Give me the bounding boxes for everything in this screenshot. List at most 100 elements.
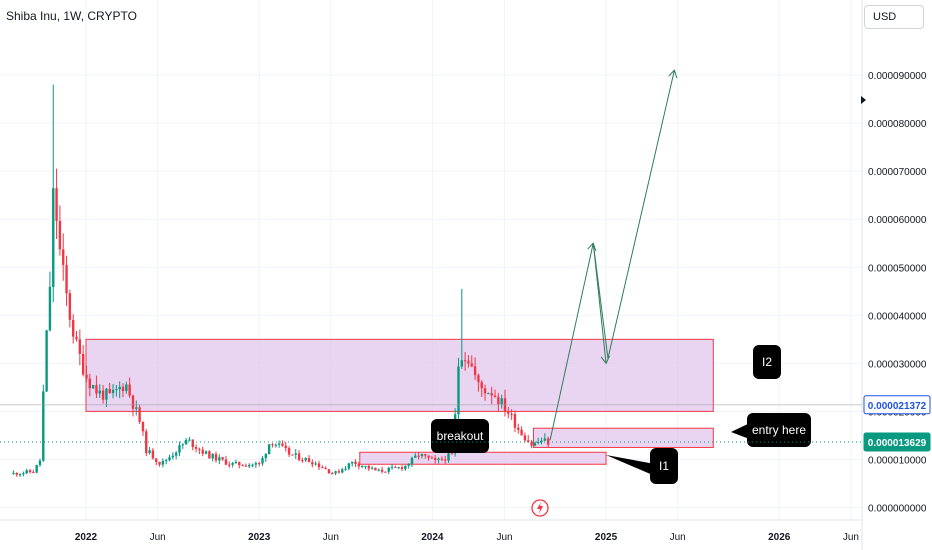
projection-arrowhead — [668, 69, 678, 79]
candle-body — [467, 360, 470, 364]
candle-body — [198, 448, 201, 450]
projection-arrowhead — [587, 242, 597, 252]
candle-body — [493, 395, 497, 397]
candle-body — [510, 413, 513, 415]
candle-body — [257, 463, 261, 465]
candle-body — [135, 407, 138, 409]
candle-body — [407, 463, 410, 466]
callout-box — [431, 419, 489, 453]
callout-box — [650, 448, 678, 484]
candle-body — [12, 472, 15, 474]
candle-body — [527, 440, 530, 443]
candle-body — [218, 457, 221, 461]
candle-body — [101, 390, 105, 400]
candle-body — [334, 471, 337, 474]
price-badge-text: 0.000021372 — [868, 401, 927, 412]
callout-box — [753, 345, 781, 379]
candle-body — [350, 461, 354, 464]
candle-body — [184, 439, 188, 445]
candle-body — [420, 454, 424, 457]
projection-arrowhead — [600, 355, 610, 365]
time-tick-label: 2026 — [768, 532, 791, 543]
candle-body — [440, 458, 444, 460]
candle-body — [390, 466, 394, 468]
callout-i2: I2 — [753, 345, 781, 379]
candle-body — [118, 386, 121, 390]
time-tick-label: Jun — [496, 532, 512, 543]
candle-body — [450, 453, 454, 455]
callout-pointer — [731, 422, 752, 440]
candle-body — [377, 469, 380, 471]
time-axis[interactable]: 2022 Jun 2023 Jun 2024 Jun 2025 Jun 2026 Jun — [75, 532, 859, 543]
candle-body — [347, 463, 351, 469]
candle-body — [35, 464, 38, 473]
candle-body — [447, 453, 450, 461]
time-tick-label: Jun — [670, 532, 686, 543]
callout-text: I2 — [762, 355, 772, 369]
callout-box — [747, 413, 811, 447]
lightning-icon-bolt — [537, 502, 543, 514]
zone-rect — [359, 451, 607, 465]
candle-body — [25, 470, 28, 474]
time-tick-label: 2022 — [75, 532, 98, 543]
price-tick-label: 0.000030000 — [868, 359, 927, 370]
marker-price-badge: 0.000021372 — [863, 395, 931, 415]
candle-body — [297, 453, 301, 461]
candle-body — [284, 445, 287, 449]
candle-body — [274, 444, 277, 446]
callout-pointer — [606, 455, 655, 476]
candle-body — [457, 366, 460, 415]
candle-body — [244, 465, 248, 467]
price-tick-label: 0.000090000 — [868, 71, 927, 82]
zone-rect — [532, 427, 714, 448]
candle-body — [536, 441, 540, 443]
candle-body — [32, 472, 35, 474]
candle-body — [327, 469, 331, 474]
candle-body — [254, 463, 258, 465]
candle-body — [181, 444, 184, 446]
candle-body — [85, 374, 88, 379]
candle-body — [404, 465, 407, 470]
candle-body — [543, 438, 547, 441]
price-tick-label: 0.000010000 — [868, 455, 927, 466]
candle-body — [164, 460, 168, 462]
candle-body — [307, 458, 311, 463]
candle-body — [171, 455, 175, 458]
candle-body — [427, 455, 430, 458]
candle-body — [470, 363, 473, 367]
candle-body — [174, 452, 178, 456]
candle-body — [221, 457, 224, 460]
current-price-badge: 0.000013629 — [863, 432, 931, 452]
time-tick-label: Jun — [323, 532, 339, 543]
candle-body — [204, 451, 208, 454]
candle-body — [304, 458, 307, 461]
candle-body — [128, 384, 131, 396]
price-badges-layer: 0.000021372 0.000013629 — [863, 395, 931, 452]
candle-body — [384, 471, 387, 473]
price-tick-label: 0.000080000 — [868, 119, 927, 130]
candle-body — [15, 472, 18, 475]
currency-select[interactable]: USD — [864, 5, 924, 29]
candle-body — [380, 469, 384, 472]
candle-body — [317, 463, 321, 468]
candle-body — [364, 465, 367, 467]
candle-body — [151, 450, 155, 459]
candle-body — [324, 468, 327, 470]
candles-layer — [12, 84, 550, 477]
candle-body — [81, 353, 85, 375]
candle-body — [75, 336, 78, 340]
candle-body — [480, 382, 483, 389]
candle-body — [261, 458, 264, 464]
price-tick-label: 0.000060000 — [868, 215, 927, 226]
candle-body — [443, 459, 447, 461]
candle-body — [168, 457, 171, 461]
candle-body — [477, 375, 480, 383]
candle-body — [78, 339, 82, 354]
candle-body — [52, 188, 55, 287]
candle-body — [88, 378, 91, 389]
candle-body — [58, 220, 62, 250]
candle-body — [271, 444, 274, 446]
candle-body — [267, 444, 271, 455]
candle-body — [357, 464, 361, 467]
